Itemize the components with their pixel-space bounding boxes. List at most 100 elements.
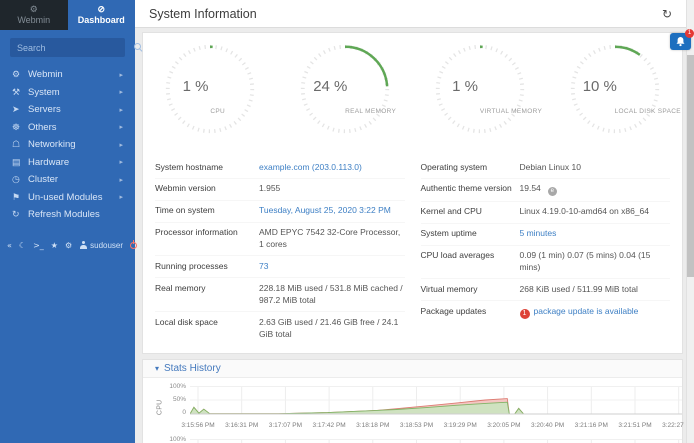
sidebar-item-label: Servers [28,104,61,116]
info-row-processor-information: Processor information AMD EPYC 7542 32-Co… [155,223,405,257]
sidebar-item-hardware[interactable]: ▤ Hardware ▸ [0,154,135,172]
info-value[interactable]: example.com (203.0.113.0) [259,161,362,172]
info-value[interactable]: 73 [259,260,269,271]
stats-history-header[interactable]: ▾ Stats History [143,359,682,378]
sidebar-nav: ⚙ Webmin ▸ ⚒ System ▸ ➤ Servers ▸ ☸ Others ▸ ☖ Networ… [0,66,135,224]
search-icon[interactable] [134,43,143,52]
vertical-scrollbar[interactable] [686,0,694,443]
notification-badge: 1 [685,29,694,38]
chart-axis-label: CPU [153,386,166,431]
info-row-real-memory: Real memory 228.18 MiB used / 531.8 MiB c… [155,278,405,313]
collapse-sidebar-icon[interactable]: « [7,240,12,250]
unused-modules-icon: ⚑ [12,191,21,202]
xtick: 3:21:51 PM [618,421,652,429]
info-row-running-processes: Running processes 73 [155,256,405,279]
xtick: 3:18:53 PM [399,421,434,429]
info-row-package-updates: Package updates 1 package update is availa… [421,301,671,323]
info-value: 19.54 e [520,183,557,197]
gauge-real-memory: 24 % REAL MEMORY [278,41,413,153]
chevron-right-icon: ▸ [119,124,123,132]
sidebar-item-cluster[interactable]: ◷ Cluster ▸ [0,171,135,189]
info-column-right: Operating system Debian Linux 10 Authentic… [420,157,671,345]
gauge-ring [570,44,659,134]
sidebar-item-system[interactable]: ⚒ System ▸ [0,84,135,102]
gauges-row: 1 % CPU 24 % REAL MEMORY 1 % VIRTUAL MEMORY 10… [143,33,682,153]
sidebar-item-networking[interactable]: ☖ Networking ▸ [0,136,135,154]
favorites-icon[interactable]: ★ [50,240,58,250]
gauge-label: LOCAL DISK SPACE [614,108,681,116]
info-value: AMD EPYC 7542 32-Core Processor, 1 cores [259,227,401,250]
info-row-time-on-system: Time on system Tuesday, August 25, 2020 3… [155,201,405,223]
sidebar-item-servers[interactable]: ➤ Servers ▸ [0,101,135,119]
chart-y-ticks: 100%50%0 [166,436,190,443]
info-row-cpu-load-averages: CPU load averages 0.09 (1 min) 0.07 (5 mi… [420,246,670,280]
info-row-operating-system: Operating system Debian Linux 10 [420,157,670,179]
tab-webmin[interactable]: ⚙ Webmin [0,0,68,30]
theme-info-icon[interactable]: e [547,187,557,197]
info-row-local-disk-space: Local disk space 2.63 GiB used / 21.46 Gi… [155,312,405,345]
ytick-0: 0 [182,408,186,416]
chart-canvas [190,438,682,443]
gauge-percent: 24 % [313,77,348,95]
chart-plot: 3:15:56 PM3:16:31 PM3:17:07 PM3:17:42 PM… [190,438,682,443]
gauge-label: REAL MEMORY [345,108,397,116]
info-value[interactable]: Tuesday, August 25, 2020 3:22 PM [259,205,391,216]
info-row-system-uptime: System uptime 5 minutes [420,224,670,246]
info-label: Real memory [155,282,206,293]
chart-cpu: CPU 100% 50% 0 3:15:56 PM 3:16:31 PM 3:17:07 P… [153,382,686,431]
sidebar-item-webmin[interactable]: ⚙ Webmin ▸ [0,66,135,84]
sidebar-item-label: System [28,86,60,98]
chart-memory: Memory100%50%03:15:56 PM3:16:31 PM3:17:0… [153,436,682,443]
scrollbar-thumb[interactable] [687,55,694,277]
chart-y-ticks: 100%50%0 [166,382,190,431]
gauge-virtual-memory: 1 % VIRTUAL MEMORY [413,41,548,153]
chevron-down-icon: ▾ [155,363,160,373]
terminal-icon[interactable]: >_ [33,240,44,250]
info-value[interactable]: 5 minutes [519,228,557,239]
info-label: Kernel and CPU [420,206,482,217]
sidebar-item-others[interactable]: ☸ Others ▸ [0,119,135,137]
xtick: 3:20:05 PM [487,421,521,429]
sidebar-item-label: Webmin [28,69,63,81]
sidebar-item-un-used-modules[interactable]: ⚑ Un-used Modules ▸ [0,189,135,207]
sidebar-item-refresh-modules[interactable]: ↻ Refresh Modules [0,206,135,224]
chevron-right-icon: ▸ [119,176,123,184]
update-count-badge: 1 [519,308,530,319]
user-button[interactable]: sudouser [79,241,123,250]
info-label: Running processes [155,260,228,271]
sidebar-tabs: ⚙ Webmin ⊘ Dashboard [0,0,135,30]
tab-dashboard[interactable]: ⊘ Dashboard [67,0,135,30]
ytick-100: 100% [169,382,186,390]
chart-axis-label-text: CPU [156,399,163,416]
info-row-system-hostname: System hostname example.com (203.0.113.0) [155,157,405,179]
tools-icon: ☸ [12,121,21,132]
search-input[interactable] [17,42,134,53]
notifications-button[interactable]: 1 [670,29,694,50]
info-value: 0.09 (1 min) 0.07 (5 mins) 0.04 (15 mins… [519,250,651,273]
page-title: System Information [149,6,257,21]
stats-history-body: CPU 100% 50% 0 3:15:56 PM 3:16:31 PM 3:17:07 P… [143,377,686,443]
sidebar-filler [0,255,135,443]
chart-x-ticks: 3:15:56 PM 3:16:31 PM 3:17:07 PM 3:17:42 PM… [181,421,686,431]
sidebar-item-label: Refresh Modules [28,209,100,221]
info-label: Processor information [155,227,238,238]
refresh-button[interactable]: ↻ [661,6,672,21]
gauge-ring [300,44,390,134]
gauge-label: CPU [210,108,225,116]
settings-gears-icon[interactable]: ⚙ [64,240,73,250]
main-area: System Information ↻ 1 % CPU 24 % REAL MEMO… [135,0,686,443]
sidebar-item-label: Hardware [28,156,70,168]
gauge-label: VIRTUAL MEMORY [479,108,543,116]
power-icon[interactable] [130,239,138,249]
info-label: System uptime [420,228,477,239]
refresh-icon: ↻ [12,209,20,220]
stats-history-title: Stats History [164,362,221,374]
xtick: 3:17:42 PM [312,421,346,429]
gear-icon: ⚙ [12,69,21,80]
night-mode-icon[interactable]: ☾ [18,240,27,250]
info-value[interactable]: 1 package update is available [519,306,638,319]
info-label: System hostname [155,161,224,172]
stats-history-panel: ▾ Stats History CPU 100% 50% 0 3:15:56 PM 3:1… [142,358,686,443]
info-value: Linux 4.19.0-10-amd64 on x86_64 [519,206,649,217]
